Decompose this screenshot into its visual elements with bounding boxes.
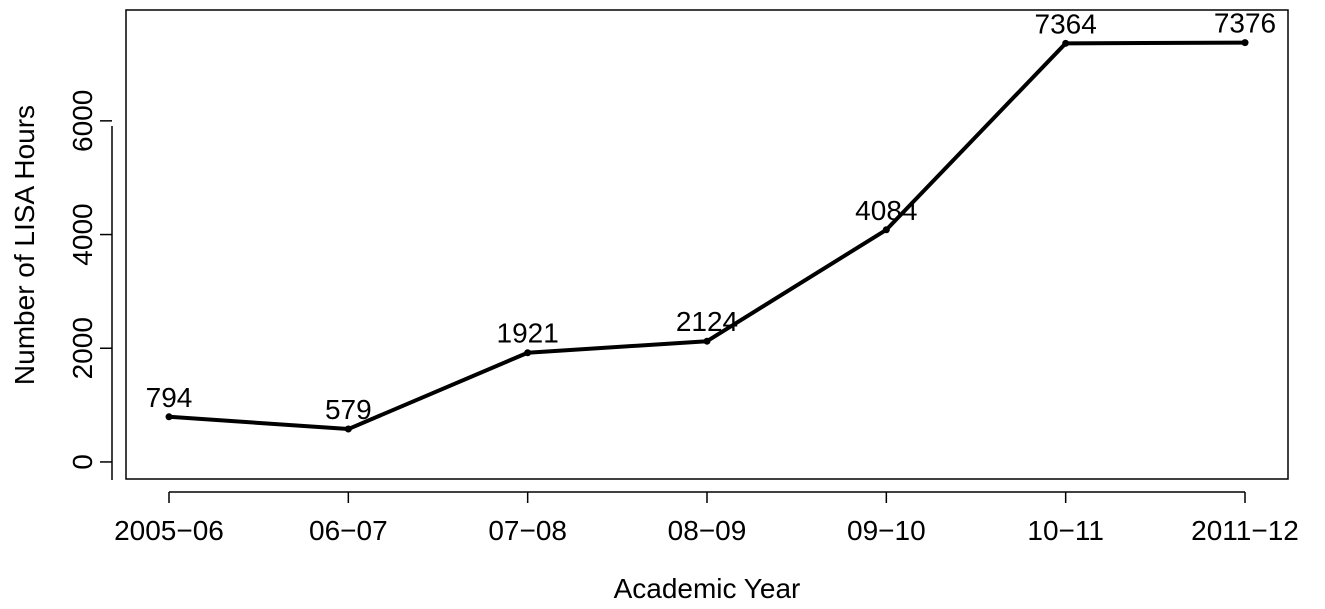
plot-frame [125, 9, 1289, 480]
x-tick-label: 2011−12 [1191, 515, 1299, 546]
y-axis-title: Number of LISA Hours [9, 105, 40, 385]
series-line [168, 40, 1246, 432]
y-axis-ticks: 0 2000 4000 6000 [67, 90, 112, 470]
y-tick-label: 6000 [67, 90, 98, 152]
data-point [524, 349, 532, 357]
x-tick-label: 10−11 [1027, 515, 1104, 546]
x-tick-label: 07−08 [488, 515, 567, 546]
data-label: 2124 [676, 306, 738, 337]
data-labels: 794 579 1921 2124 4084 7364 7376 [146, 8, 1277, 425]
data-point [1062, 39, 1070, 47]
data-label: 7376 [1214, 8, 1276, 39]
x-tick-label: 08−09 [668, 515, 747, 546]
x-axis-title: Academic Year [614, 573, 801, 604]
data-point [165, 413, 173, 421]
data-label: 7364 [1035, 8, 1097, 39]
data-point [882, 226, 890, 234]
y-tick-label: 2000 [67, 317, 98, 379]
data-label: 1921 [497, 318, 559, 349]
data-label: 4084 [855, 195, 917, 226]
x-tick-label: 2005−06 [114, 515, 224, 546]
data-point [1241, 39, 1249, 47]
x-tick-label: 09−10 [847, 515, 926, 546]
series-lisa-hours [165, 39, 1249, 433]
data-point [344, 425, 352, 433]
data-label: 794 [146, 382, 193, 413]
x-axis-ticks: 2005−06 06−07 07−08 08−09 09−10 10−11 2011−12 [114, 492, 1299, 546]
data-label: 579 [325, 394, 372, 425]
data-point [703, 337, 711, 345]
x-tick-label: 06−07 [309, 515, 388, 546]
y-tick-label: 0 [67, 454, 98, 470]
y-tick-label: 4000 [67, 203, 98, 265]
